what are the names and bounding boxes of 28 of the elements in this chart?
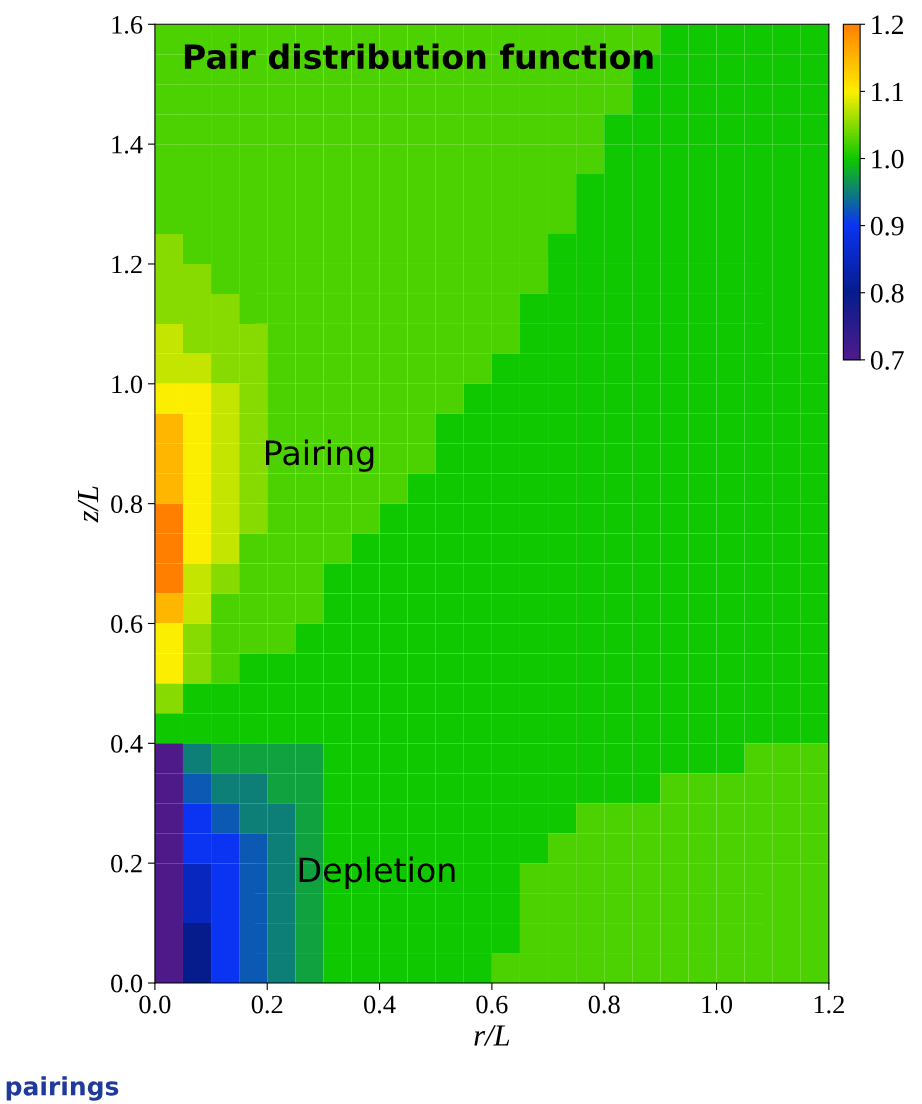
x-tick-label: 1.2 bbox=[814, 995, 844, 1014]
x-tick-label: 0.2 bbox=[251, 995, 283, 1014]
y-tick-label: 1.2 bbox=[112, 255, 142, 274]
x-tick-label: 0.4 bbox=[364, 995, 396, 1014]
y-axis-title: z/L bbox=[77, 486, 99, 523]
y-tick-label: 0.6 bbox=[111, 615, 143, 634]
text: pairings bbox=[6, 1076, 119, 1101]
y-tick-label: 0.4 bbox=[111, 734, 143, 753]
x-tick-label: 1.0 bbox=[702, 995, 733, 1014]
x-tick-label: 0.8 bbox=[588, 995, 620, 1014]
y-tick-label: 0.8 bbox=[111, 495, 143, 514]
color-bar-label: 0.9 bbox=[870, 216, 904, 236]
y-tick-label: 0.2 bbox=[111, 854, 142, 873]
color-bar-label: 0.7 bbox=[870, 351, 904, 370]
chart-title: Pair distribution function bbox=[184, 43, 653, 70]
x-tick-label: 0.6 bbox=[476, 995, 508, 1014]
y-tick-label: 0.0 bbox=[111, 974, 143, 993]
color-bar-label: 0.8 bbox=[870, 283, 904, 303]
x-tick-label: 0.0 bbox=[139, 995, 171, 1014]
y-tick-label: 1.4 bbox=[112, 135, 143, 154]
color-bar-label: 1.1 bbox=[872, 82, 903, 102]
color-bar-label: 1.0 bbox=[872, 149, 904, 169]
y-tick-label: 1.0 bbox=[112, 375, 143, 394]
x-axis-title: r/L bbox=[474, 1025, 510, 1046]
annotation: Depletion bbox=[299, 856, 455, 889]
color-bar-label: 1.2 bbox=[872, 15, 904, 35]
annotation: Pairing bbox=[266, 439, 374, 472]
y-tick-label: 1.6 bbox=[112, 15, 143, 34]
